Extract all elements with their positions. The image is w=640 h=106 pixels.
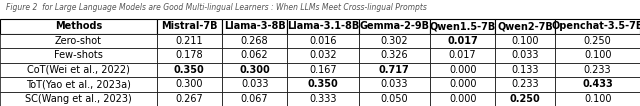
Text: Figure 2  for Large Language Models are Good Multi-lingual Learners : When LLMs : Figure 2 for Large Language Models are G… (6, 3, 428, 12)
